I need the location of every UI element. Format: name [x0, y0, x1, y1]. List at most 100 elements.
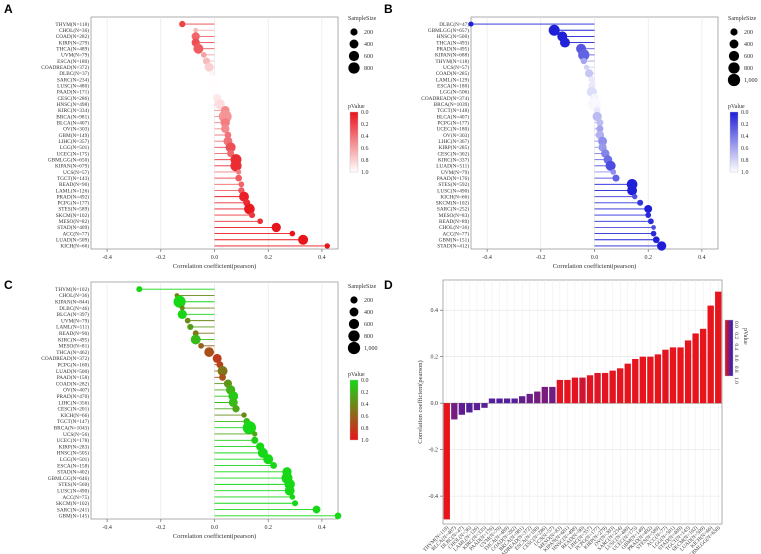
- color-legend-tick: 0.8: [733, 366, 739, 373]
- y-tick-label: PCPG(N=177): [57, 200, 89, 207]
- y-tick-label: ACC(N=77): [442, 230, 469, 237]
- y-tick-label: HNSC(N=498): [57, 101, 90, 108]
- color-legend-tick: 1.0: [361, 438, 369, 444]
- point: [252, 431, 258, 437]
- y-tick-label: ESCA(N=180): [437, 83, 469, 90]
- point: [204, 62, 214, 72]
- y-tick-label: OV(N=303): [443, 132, 469, 139]
- size-legend-label: 800: [364, 66, 373, 72]
- y-tick-label: UCEC(N=180): [437, 126, 470, 133]
- y-tick-label: BLCA(N=397): [57, 311, 90, 318]
- point: [592, 111, 602, 122]
- y-tick-label: HNSC(N=500): [437, 33, 470, 40]
- point: [235, 174, 242, 182]
- color-legend-tick: 0.8: [741, 158, 749, 164]
- point: [289, 494, 296, 500]
- size-legend-label: 600: [364, 54, 373, 60]
- y-tick-label: LUAD(N=511): [436, 163, 469, 170]
- y-tick-label: UCS(N=57): [63, 169, 89, 176]
- point: [230, 160, 242, 172]
- y-tick-label: 0.4: [431, 308, 439, 314]
- x-tick-label: 0.0: [591, 255, 599, 261]
- y-tick-label: GBMLGG(N=657): [428, 27, 469, 34]
- size-legend-dot: [348, 330, 360, 342]
- size-legend-title: SampleSize: [348, 284, 377, 290]
- x-tick-label: -0.2: [536, 255, 546, 261]
- bar: [617, 368, 624, 404]
- point: [644, 204, 653, 213]
- y-tick-label: GBMLGG(N=650): [48, 156, 89, 163]
- x-axis-label: Correlation coefficient(pearson): [173, 533, 256, 540]
- bar: [632, 359, 639, 404]
- y-tick-label: PRAD(N=495): [437, 46, 470, 53]
- size-legend-dot: [349, 307, 359, 317]
- size-legend-label: 800: [744, 66, 753, 72]
- y-tick-label: ESCA(N=180): [57, 58, 89, 65]
- y-tick-label: UCS(N=57): [443, 64, 469, 71]
- point: [184, 317, 191, 324]
- bar: [556, 379, 564, 404]
- bar: [624, 363, 631, 404]
- y-tick-label: UCS(N=56): [63, 431, 89, 438]
- size-legend-label: 1,000: [744, 78, 758, 84]
- y-tick-label: 0.0: [431, 401, 439, 407]
- y-tick-label: STES(N=560): [58, 481, 89, 488]
- y-tick-label: STAD(N=402): [57, 469, 89, 476]
- y-tick-label: KIPAN(N=688): [435, 52, 469, 59]
- bar: [473, 403, 481, 411]
- point: [580, 57, 587, 65]
- point: [656, 241, 667, 251]
- point: [548, 24, 560, 36]
- size-legend-dot: [350, 296, 358, 304]
- y-tick-label: LUAD(N=500): [56, 368, 89, 375]
- y-tick-label: SKCM(N=102): [56, 500, 90, 507]
- color-legend-title: pValue: [348, 372, 365, 378]
- size-legend-dot: [347, 341, 361, 355]
- size-legend-dot: [348, 50, 360, 62]
- point: [312, 505, 321, 514]
- point: [468, 21, 474, 27]
- point: [214, 99, 225, 110]
- color-legend-tick: 1.0: [733, 377, 739, 384]
- bar: [609, 370, 616, 404]
- point: [173, 295, 186, 308]
- point: [271, 222, 281, 233]
- point: [191, 32, 200, 41]
- y-tick-label: BRCA(N=981): [56, 113, 89, 120]
- point: [136, 286, 143, 293]
- y-tick-label: SARC(N=234): [57, 76, 89, 83]
- x-tick-label: -0.2: [156, 525, 166, 531]
- size-legend-dot: [729, 39, 739, 49]
- y-tick-label: LUSC(N=490): [57, 487, 89, 494]
- color-legend-tick: 0.2: [361, 122, 369, 128]
- point: [219, 373, 226, 381]
- y-tick-label: KIRP(N=285): [439, 144, 470, 151]
- point: [251, 436, 259, 444]
- x-tick-label: 0.2: [644, 255, 652, 261]
- y-tick-label: SKCM(N=102): [436, 200, 470, 207]
- y-tick-label: PRAD(N=492): [57, 193, 90, 200]
- y-tick-label: COADREAD(N=372): [41, 355, 89, 362]
- y-tick-label: STAD(N=412): [437, 243, 469, 250]
- point: [179, 305, 185, 311]
- y-tick-label: PRAD(N=470): [57, 393, 90, 400]
- size-legend-title: SampleSize: [728, 16, 757, 22]
- color-bar: [349, 379, 359, 441]
- point: [220, 118, 230, 128]
- y-tick-label: PAAD(N=158): [57, 374, 89, 381]
- y-tick-label: TGCT(N=143): [57, 175, 89, 182]
- y-tick-label: THCA(N=462): [56, 349, 89, 356]
- size-legend-dot: [348, 62, 360, 74]
- panel-label: D: [384, 278, 393, 292]
- y-tick-label: STES(N=592): [438, 181, 469, 188]
- y-tick-label: GBM(N=151): [439, 237, 470, 244]
- y-tick-label: KIRC(N=495): [58, 336, 89, 343]
- x-tick-label: 0.4: [318, 255, 326, 261]
- size-legend-label: 200: [744, 30, 753, 36]
- bar: [451, 403, 458, 420]
- size-legend-dot: [727, 73, 741, 87]
- point: [209, 80, 220, 91]
- point: [225, 142, 236, 153]
- color-legend-tick: 0.4: [741, 134, 749, 140]
- bar: [503, 398, 511, 404]
